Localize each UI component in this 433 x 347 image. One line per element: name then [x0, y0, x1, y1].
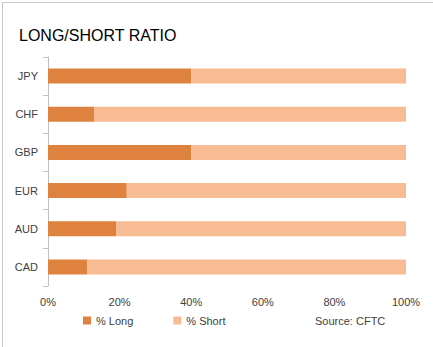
svg-text:CAD: CAD — [15, 261, 38, 273]
svg-text:80%: 80% — [323, 296, 345, 308]
svg-text:% Short: % Short — [186, 315, 225, 327]
svg-text:Source: CFTC: Source: CFTC — [315, 315, 385, 327]
svg-text:40%: 40% — [180, 296, 202, 308]
svg-text:0%: 0% — [40, 296, 56, 308]
svg-text:LONG/SHORT RATIO: LONG/SHORT RATIO — [19, 27, 176, 44]
svg-text:20%: 20% — [109, 296, 131, 308]
svg-text:60%: 60% — [252, 296, 274, 308]
svg-text:JPY: JPY — [18, 70, 39, 82]
svg-text:AUD: AUD — [15, 223, 38, 235]
svg-text:GBP: GBP — [15, 146, 38, 158]
svg-text:100%: 100% — [392, 296, 420, 308]
svg-text:CHF: CHF — [15, 108, 38, 120]
svg-text:% Long: % Long — [96, 315, 133, 327]
svg-text:EUR: EUR — [15, 185, 38, 197]
